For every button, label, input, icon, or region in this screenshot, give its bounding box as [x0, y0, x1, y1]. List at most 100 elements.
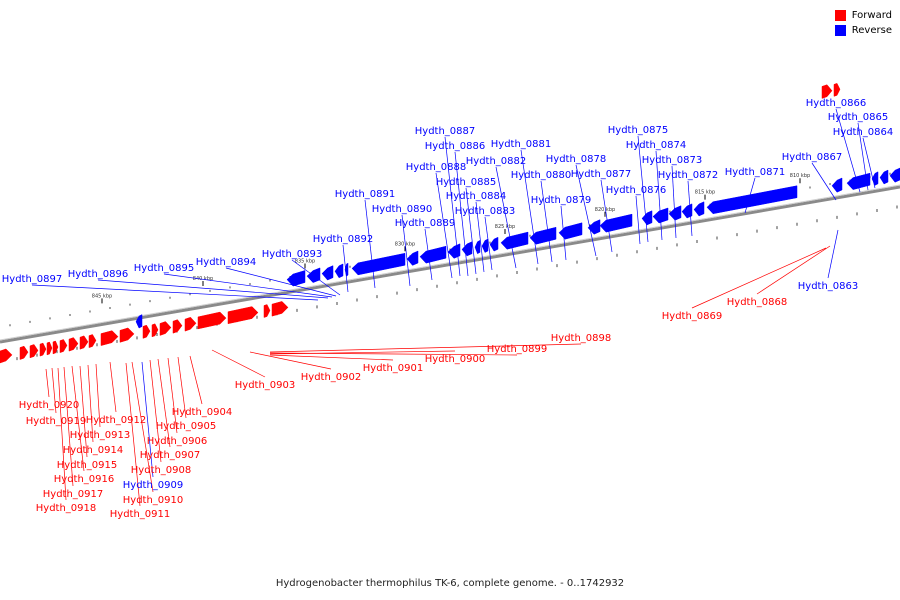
reverse-gene-label[interactable]: Hydth_0891 [335, 189, 396, 200]
forward-gene-label[interactable]: Hydth_0915 [57, 460, 118, 471]
forward-gene-arrow[interactable] [263, 304, 271, 318]
reverse-gene-arrow[interactable] [668, 205, 682, 221]
forward-gene-label[interactable]: Hydth_0902 [301, 372, 362, 383]
forward-gene-arrow[interactable] [29, 344, 39, 359]
forward-gene-label[interactable]: Hydth_0914 [63, 445, 124, 456]
reverse-gene-label[interactable]: Hydth_0866 [806, 98, 867, 109]
reverse-gene-label[interactable]: Hydth_0886 [425, 141, 486, 152]
forward-gene-label[interactable]: Hydth_0911 [110, 509, 171, 520]
reverse-gene-label[interactable]: Hydth_0882 [466, 156, 527, 167]
forward-gene-arrow[interactable] [159, 321, 172, 336]
forward-gene-label[interactable]: Hydth_0913 [70, 430, 131, 441]
forward-gene-arrow[interactable] [88, 334, 97, 349]
reverse-gene-arrow[interactable] [321, 265, 334, 281]
reverse-gene-arrow[interactable] [879, 169, 889, 185]
forward-gene-arrow[interactable] [0, 348, 13, 364]
forward-gene-arrow[interactable] [59, 339, 68, 354]
reverse-gene-arrow[interactable] [461, 241, 473, 257]
reverse-gene-label[interactable]: Hydth_0897 [2, 274, 63, 285]
reverse-gene-arrow[interactable] [351, 252, 406, 276]
reverse-gene-label[interactable]: Hydth_0874 [626, 140, 687, 151]
forward-gene-label[interactable]: Hydth_0919 [26, 416, 87, 427]
reverse-gene-arrow[interactable] [889, 167, 900, 183]
forward-gene-arrow[interactable] [151, 323, 159, 338]
forward-gene-label[interactable]: Hydth_0868 [727, 297, 788, 308]
reverse-gene-label[interactable]: Hydth_0896 [68, 269, 129, 280]
reverse-gene-arrow[interactable] [693, 201, 705, 217]
forward-gene-label[interactable]: Hydth_0918 [36, 503, 97, 514]
forward-gene-arrow[interactable] [833, 83, 841, 97]
forward-gene-label[interactable]: Hydth_0917 [43, 489, 104, 500]
forward-gene-label[interactable]: Hydth_0920 [19, 400, 80, 411]
reverse-gene-label[interactable]: Hydth_0889 [395, 218, 456, 229]
forward-gene-label[interactable]: Hydth_0900 [425, 354, 486, 365]
reverse-gene-arrow[interactable] [706, 185, 798, 215]
reverse-gene-arrow[interactable] [500, 231, 529, 250]
forward-gene-label[interactable]: Hydth_0910 [123, 495, 184, 506]
reverse-gene-label[interactable]: Hydth_0909 [123, 480, 184, 491]
reverse-gene-label[interactable]: Hydth_0888 [406, 162, 467, 173]
forward-gene-arrow[interactable] [142, 324, 151, 339]
forward-gene-label[interactable]: Hydth_0899 [487, 344, 548, 355]
reverse-gene-label[interactable]: Hydth_0884 [446, 191, 507, 202]
forward-gene-arrow[interactable] [119, 327, 135, 343]
reverse-gene-label[interactable]: Hydth_0879 [531, 195, 592, 206]
forward-gene-label[interactable]: Hydth_0905 [156, 421, 217, 432]
reverse-gene-label[interactable]: Hydth_0877 [571, 169, 632, 180]
forward-gene-arrow[interactable] [227, 306, 259, 325]
reverse-gene-label[interactable]: Hydth_0892 [313, 234, 374, 245]
forward-gene-label[interactable]: Hydth_0869 [662, 311, 723, 322]
forward-gene-label[interactable]: Hydth_0908 [131, 465, 192, 476]
reverse-gene-arrow[interactable] [286, 270, 306, 287]
forward-gene-arrow[interactable] [46, 341, 53, 356]
forward-gene-arrow[interactable] [821, 84, 833, 99]
reverse-gene-arrow[interactable] [831, 177, 843, 193]
forward-gene-arrow[interactable] [52, 340, 59, 355]
forward-gene-label[interactable]: Hydth_0903 [235, 380, 296, 391]
reverse-gene-arrow[interactable] [489, 236, 499, 252]
reverse-gene-label[interactable]: Hydth_0894 [196, 257, 257, 268]
forward-gene-label[interactable]: Hydth_0904 [172, 407, 233, 418]
reverse-gene-arrow[interactable] [135, 314, 143, 329]
forward-gene-arrow[interactable] [271, 301, 289, 317]
forward-gene-label[interactable]: Hydth_0907 [140, 450, 201, 461]
forward-gene-arrow[interactable] [19, 345, 29, 360]
reverse-gene-label[interactable]: Hydth_0864 [833, 127, 894, 138]
reverse-gene-arrow[interactable] [474, 239, 481, 255]
reverse-gene-label[interactable]: Hydth_0883 [455, 206, 516, 217]
reverse-gene-label[interactable]: Hydth_0865 [828, 112, 889, 123]
forward-gene-arrow[interactable] [184, 316, 197, 332]
reverse-gene-label[interactable]: Hydth_0872 [658, 170, 719, 181]
reverse-gene-arrow[interactable] [846, 172, 871, 190]
reverse-gene-label[interactable]: Hydth_0880 [511, 170, 572, 181]
forward-gene-arrow[interactable] [79, 335, 89, 350]
forward-gene-label[interactable]: Hydth_0916 [54, 474, 115, 485]
reverse-gene-arrow[interactable] [481, 238, 489, 253]
reverse-gene-label[interactable]: Hydth_0875 [608, 125, 669, 136]
reverse-gene-label[interactable]: Hydth_0885 [436, 177, 497, 188]
forward-gene-arrow[interactable] [100, 330, 119, 346]
reverse-gene-label[interactable]: Hydth_0878 [546, 154, 607, 165]
forward-gene-label[interactable]: Hydth_0898 [551, 333, 612, 344]
reverse-gene-label[interactable]: Hydth_0887 [415, 126, 476, 137]
forward-gene-arrow[interactable] [172, 319, 183, 334]
forward-gene-label[interactable]: Hydth_0912 [86, 415, 147, 426]
reverse-gene-label[interactable]: Hydth_0895 [134, 263, 195, 274]
reverse-gene-label[interactable]: Hydth_0876 [606, 185, 667, 196]
reverse-gene-arrow[interactable] [334, 263, 344, 279]
reverse-gene-label[interactable]: Hydth_0893 [262, 249, 323, 260]
reverse-gene-arrow[interactable] [599, 213, 633, 233]
reverse-gene-label[interactable]: Hydth_0873 [642, 155, 703, 166]
forward-gene-arrow[interactable] [39, 342, 47, 357]
forward-gene-arrow[interactable] [68, 337, 79, 352]
reverse-gene-arrow[interactable] [406, 250, 419, 266]
forward-gene-label[interactable]: Hydth_0906 [147, 436, 208, 447]
forward-gene-arrow[interactable] [197, 311, 227, 330]
reverse-gene-arrow[interactable] [641, 210, 653, 226]
reverse-gene-label[interactable]: Hydth_0871 [725, 167, 786, 178]
reverse-gene-label[interactable]: Hydth_0881 [491, 139, 552, 150]
reverse-gene-arrow[interactable] [681, 203, 693, 219]
reverse-gene-arrow[interactable] [419, 245, 447, 264]
forward-gene-label[interactable]: Hydth_0901 [363, 363, 424, 374]
reverse-gene-label[interactable]: Hydth_0890 [372, 204, 433, 215]
